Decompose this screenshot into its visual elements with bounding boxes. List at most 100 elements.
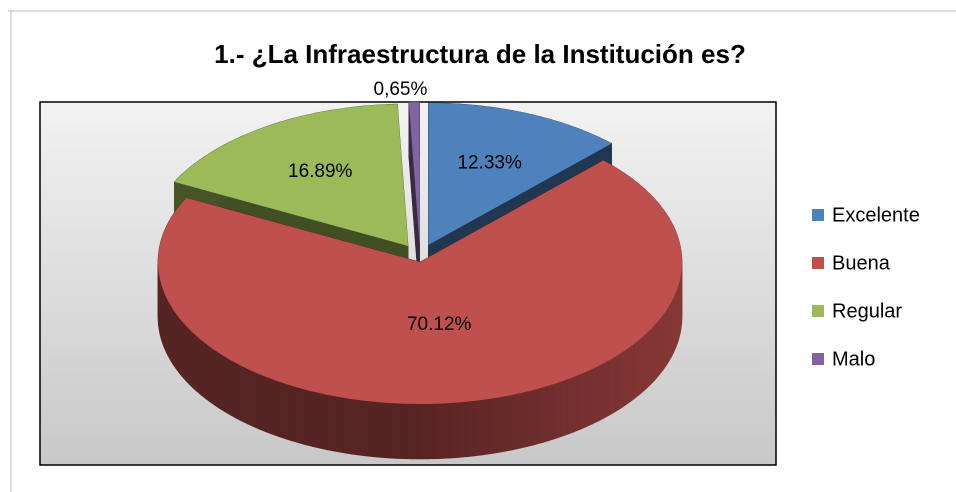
slice-side — [609, 356, 616, 416]
slice-side — [349, 398, 358, 456]
slice-side — [504, 394, 513, 452]
slice-side — [666, 304, 670, 366]
slice — [157, 160, 683, 460]
slice-side — [388, 402, 397, 459]
slice-side — [395, 403, 405, 460]
slice-side — [170, 304, 174, 366]
slice-side — [603, 359, 610, 419]
legend: Excelente Buena Regular Malo — [812, 204, 920, 370]
slice-side — [200, 339, 206, 400]
slice-side — [619, 349, 626, 410]
slice-side — [357, 399, 366, 457]
slice-side — [614, 353, 621, 413]
pie: 12.33% 70.12% 16.89% 0,65% — [157, 79, 683, 460]
slice-side — [271, 378, 279, 437]
slice-side — [298, 387, 307, 446]
slice-side — [547, 383, 555, 442]
slice-side — [660, 312, 665, 374]
slice-top — [408, 102, 420, 245]
data-label: 0,65% — [374, 79, 428, 100]
slice-side — [466, 400, 475, 458]
slice-side — [638, 335, 644, 396]
slice-side — [419, 403, 428, 460]
slice-side — [229, 359, 236, 419]
slice-side — [573, 373, 581, 433]
slice-side — [624, 346, 631, 407]
slice-side — [597, 362, 605, 422]
slice-side — [496, 396, 505, 454]
slice-side — [586, 368, 593, 428]
slice-side — [372, 401, 381, 458]
slice-side — [342, 397, 351, 455]
slice-side — [278, 381, 286, 440]
slice-side — [671, 297, 674, 357]
slice-side — [265, 376, 273, 435]
slice-top — [158, 160, 682, 404]
slice-side — [209, 346, 216, 406]
slice-side — [205, 342, 211, 403]
legend-swatch — [812, 209, 824, 221]
slice-side — [442, 402, 452, 459]
slice-side — [650, 324, 655, 385]
slice-side — [175, 312, 180, 374]
slice-side — [411, 403, 420, 460]
slice-side — [567, 376, 575, 435]
slice-side — [219, 352, 226, 413]
slice-side — [646, 328, 652, 389]
slice-side — [319, 392, 328, 451]
slice-side — [657, 316, 662, 378]
slice — [408, 101, 420, 300]
slice-side — [554, 381, 562, 440]
slice-side — [403, 403, 413, 460]
slice-side — [192, 331, 198, 392]
slice-side — [540, 385, 548, 444]
slice-side — [663, 308, 668, 370]
slice-side — [668, 300, 672, 362]
slice-side — [178, 316, 183, 378]
slice-side — [511, 393, 520, 451]
slice-side — [258, 373, 266, 433]
slice-side — [654, 320, 659, 382]
slice-top — [428, 102, 612, 245]
chart-title: 1.- ¿La Infraestructura de la Institució… — [214, 39, 746, 69]
slice-side — [235, 362, 242, 422]
slice-side — [629, 343, 635, 403]
slice-side — [172, 308, 177, 370]
slice-side — [364, 400, 374, 458]
slice-side — [167, 300, 171, 362]
slice-side — [252, 371, 260, 430]
slice-side — [181, 320, 186, 381]
slice-side — [241, 365, 248, 425]
slice-side — [284, 383, 293, 442]
data-label: 16.89% — [288, 161, 353, 182]
slice-side — [579, 371, 587, 430]
data-label: 12.33% — [457, 152, 522, 173]
slice-side — [246, 368, 254, 427]
slice-side — [473, 399, 483, 457]
slice-side — [196, 335, 202, 396]
legend-swatch — [812, 353, 824, 365]
slice-side — [592, 365, 599, 425]
slice-side — [291, 385, 300, 444]
legend-swatch — [812, 305, 824, 317]
slice-side — [334, 395, 343, 453]
data-label: 70.12% — [407, 314, 472, 335]
slice-side — [489, 397, 498, 455]
legend-label: Regular — [832, 300, 902, 322]
slice-side — [526, 389, 534, 448]
slice-side — [185, 324, 190, 385]
slice-side — [188, 328, 194, 389]
slice-side — [312, 391, 321, 449]
legend-label: Malo — [832, 348, 875, 370]
legend-label: Buena — [832, 252, 891, 274]
slice-side — [518, 391, 527, 449]
slice-side — [165, 297, 169, 357]
slice-side — [214, 349, 220, 410]
slice-side — [481, 398, 490, 456]
slice-side — [458, 401, 467, 458]
slice-side — [642, 332, 648, 393]
slice-side — [560, 378, 568, 438]
slice-side — [305, 389, 314, 447]
